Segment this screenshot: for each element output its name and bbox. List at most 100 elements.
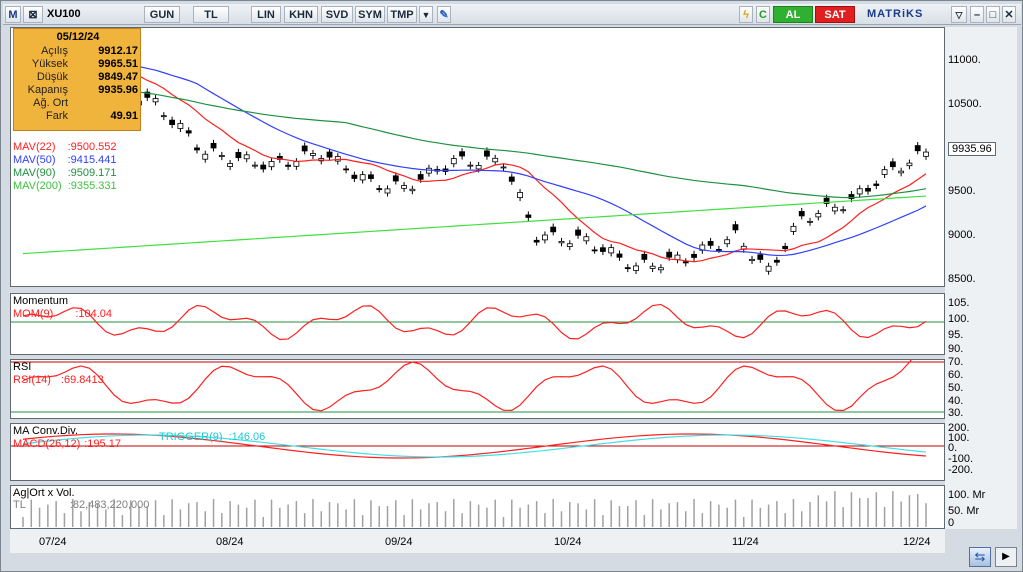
candle-body [798,211,805,217]
candle-body [235,152,242,159]
y-tick: 70. [948,356,964,368]
candle-body [732,224,739,231]
volume-legend: TL:82,483,220,000 [13,499,150,511]
y-tick: 8500. [948,273,976,285]
candle-body [252,164,258,167]
candle-body [152,98,159,103]
candle-body [583,236,590,242]
maximize-icon[interactable]: □ [986,6,1000,23]
candle-body [210,142,217,149]
symbol-label[interactable]: XU100 [47,8,81,20]
candle-body [790,225,797,232]
candle-body [500,166,507,169]
svd-button[interactable]: SVD [321,6,353,23]
candle-body [202,153,209,160]
candle-body [293,161,300,167]
pin-icon[interactable]: ✎ [437,6,451,23]
candle-body [260,164,267,170]
candle-body [914,145,921,152]
candle-body [376,188,383,190]
candle-body [409,188,416,192]
volume-pane[interactable]: Ag|Ort x Vol. TL:82,483,220,000 [10,485,945,529]
momentum-pane[interactable]: Momentum MOM(9):104.04 [10,293,945,355]
matriks-brand-logo: MATRiKS [867,8,924,20]
mav22-legend: MAV(22):9500.552 [13,141,117,153]
candle-body [492,157,499,163]
matriks-logo-button[interactable]: M [5,6,21,23]
y-tick: 90. [948,343,964,355]
khn-button[interactable]: KHN [284,6,318,23]
y-axis[interactable]: 11000. 10500. 9935.96 9500. 9000. 8500. … [945,27,1017,529]
currency-button[interactable]: TL [193,6,229,23]
info-row-change: Fark 49.91 [46,110,138,122]
rsi-chart [11,341,944,413]
info-row-high: Yüksek 9965.51 [31,58,138,70]
macd-legend: MACD(26,12):195.17 [13,438,121,450]
y-tick: -100. [948,453,974,465]
rsi-pane[interactable]: RSI RSI(14):69.8413 [10,341,945,419]
symbol-search-icon[interactable]: ⊠ [23,6,43,23]
candle-body [542,234,548,241]
chart-toolbar: M ⊠ XU100 GUN TL LIN KHN SVD SYM TMP ▼ ✎… [3,4,1021,25]
x-tick: 11/24 [732,536,759,548]
menu-down-icon[interactable]: ▽ [951,6,967,23]
refresh-button[interactable]: C [756,6,770,23]
candle-body [724,239,731,245]
y-tick: 40. [948,395,964,407]
candle-body [773,259,780,263]
linear-scale-button[interactable]: LIN [251,6,281,23]
candle-body [334,156,341,162]
buy-button[interactable]: AL [773,6,813,23]
sync-icon[interactable]: ⇆ [969,547,991,567]
candle-body [475,164,482,170]
info-row-open: Açılış 9912.17 [41,45,138,57]
momentum-title: Momentum [13,295,69,307]
candle-body [782,245,789,250]
chart-area[interactable]: MAV(22):9500.552 MAV(50):9415.441 MAV(90… [10,27,945,553]
candle-body [351,174,358,179]
candle-body [310,153,316,156]
mav50-legend: MAV(50):9415.441 [13,154,117,166]
period-button[interactable]: GUN [144,6,180,23]
candle-body [889,161,896,168]
rsi-legend: RSI(14):69.8413 [13,374,104,386]
template-dropdown-icon[interactable]: ▼ [419,6,433,23]
x-tick: 12/24 [903,536,931,548]
scroll-right-icon[interactable]: ▶ [995,547,1017,567]
lightning-icon[interactable]: ϟ [739,6,753,23]
template-button[interactable]: TMP [387,6,417,23]
candle-body [749,258,755,261]
info-row-wavg: Ağ. Ort [33,97,68,109]
candle-body [575,229,581,236]
price-pane[interactable]: MAV(22):9500.552 MAV(50):9415.441 MAV(90… [10,27,945,287]
last-price-tag: 9935.96 [948,142,996,156]
candle-body [608,247,615,254]
minimize-icon[interactable]: – [970,6,984,23]
info-row-close: Kapanış 9935.96 [27,84,138,96]
candle-body [649,265,656,269]
macd-pane[interactable]: MA Conv.Div. MACD(26,12):195.17 TRIGGER(… [10,423,945,481]
sell-button[interactable]: SAT [815,6,855,23]
close-icon[interactable]: ✕ [1002,6,1016,23]
candle-body [807,220,813,223]
sym-button[interactable]: SYM [355,6,385,23]
candle-body [865,187,871,192]
candle-body [268,161,275,168]
momentum-chart [11,303,944,341]
candle-body [227,163,234,167]
candle-body [194,147,200,151]
candle-body [840,209,847,212]
candle-body [301,145,308,152]
candle-body [873,183,880,186]
trigger-legend: TRIGGER(9):146.06 [159,431,266,443]
x-axis[interactable]: 07/24 08/24 09/24 10/24 11/24 12/24 [10,529,945,553]
mav200-legend: MAV(200):9355.331 [13,180,117,192]
y-tick: 95. [948,329,964,341]
candle-body [633,265,639,271]
rsi-line [22,341,927,412]
price-chart [20,32,929,275]
y-tick: 9500. [948,185,976,197]
candle-body [906,162,913,167]
candle-body [616,253,623,258]
